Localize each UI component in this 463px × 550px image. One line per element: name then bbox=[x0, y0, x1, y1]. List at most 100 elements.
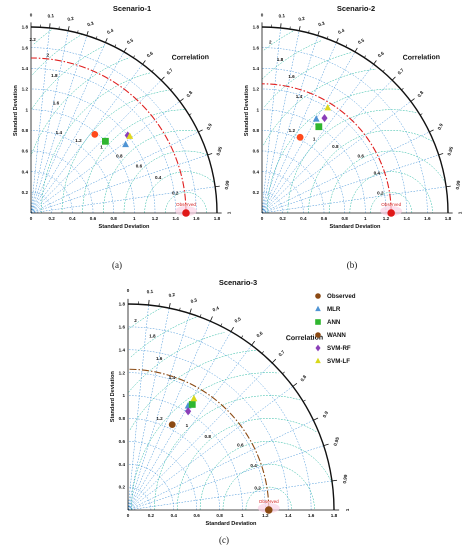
std-gridline bbox=[30, 192, 52, 214]
std-gridline bbox=[127, 463, 175, 511]
corr-tick-label: 0.4 bbox=[337, 28, 345, 35]
x-tick-label: 1 bbox=[364, 216, 367, 221]
rms-tick-label: 1.8 bbox=[149, 333, 156, 338]
point-ann bbox=[102, 137, 109, 145]
corr-tick bbox=[271, 358, 277, 364]
rms-tick-label: 1.6 bbox=[53, 100, 60, 105]
corr-gridline bbox=[127, 345, 252, 511]
rms-tick-label: 1.6 bbox=[288, 74, 295, 79]
corr-tick-label: 0.8 bbox=[300, 374, 308, 382]
corr-gridline bbox=[127, 308, 170, 511]
corr-tick-label: 0.5 bbox=[357, 37, 365, 45]
corr-gridline bbox=[127, 480, 332, 511]
x-tick-label: 1.6 bbox=[193, 216, 200, 221]
rms-tick-label: 1.6 bbox=[156, 356, 163, 361]
x-tick-label: 0 bbox=[261, 216, 264, 221]
x-tick-label: 1.4 bbox=[172, 216, 179, 221]
corr-tick-label: 0.7 bbox=[166, 67, 174, 75]
corr-gridline bbox=[127, 313, 191, 511]
legend-marker-svm-lf bbox=[315, 357, 321, 364]
corr-gridline bbox=[261, 80, 393, 214]
point-mlr bbox=[122, 140, 129, 148]
corr-minor-tick bbox=[95, 36, 98, 39]
corr-minor-tick bbox=[308, 30, 310, 33]
point-wann bbox=[168, 421, 176, 429]
x-tick-label: 1.2 bbox=[152, 216, 159, 221]
corr-gridline bbox=[261, 101, 411, 214]
y-tick-label: 1.2 bbox=[119, 370, 126, 375]
corr-tick bbox=[336, 38, 339, 43]
corr-tick bbox=[142, 60, 146, 65]
corr-tick-label: 0.95 bbox=[333, 436, 341, 446]
point-wann bbox=[296, 133, 304, 141]
x-tick-label: 0.2 bbox=[48, 216, 55, 221]
corr-tick-label: 0.95 bbox=[446, 146, 454, 156]
corr-gridline bbox=[30, 131, 199, 214]
rms-tick-label: 0.8 bbox=[116, 154, 123, 159]
corr-minor-tick bbox=[261, 351, 265, 354]
legend-marker-svm-rf bbox=[315, 344, 321, 352]
outer-axis-arc bbox=[261, 26, 449, 214]
rms-gridline bbox=[131, 372, 279, 511]
corr-gridline bbox=[261, 27, 281, 214]
rms-gridline bbox=[176, 418, 318, 511]
corr-gridline bbox=[261, 64, 374, 214]
observed-marker bbox=[264, 506, 273, 514]
rms-tick-label: 1 bbox=[100, 145, 103, 150]
corr-tick bbox=[373, 60, 377, 65]
observed-std-arc bbox=[127, 368, 270, 511]
observed-marker bbox=[387, 209, 395, 217]
corr-minor-tick bbox=[401, 88, 404, 91]
point-mlr bbox=[312, 115, 320, 122]
rms-gridline bbox=[33, 28, 53, 45]
corr-tick bbox=[230, 326, 234, 332]
rms-tick-label: 2 bbox=[269, 40, 272, 45]
x-tick-label: 1 bbox=[241, 513, 244, 518]
rms-gridline bbox=[144, 171, 215, 214]
rms-tick-label: 0.4 bbox=[155, 175, 162, 180]
correlation-label: Correlation bbox=[286, 335, 323, 343]
corr-tick-label: 0.9 bbox=[437, 122, 444, 130]
rms-tick-label: 1.4 bbox=[169, 375, 176, 380]
rms-tick-label: 1.2 bbox=[289, 128, 296, 133]
corr-gridline bbox=[30, 80, 162, 214]
x-tick-label: 0.6 bbox=[321, 216, 328, 221]
point-svm-rf bbox=[185, 407, 192, 416]
x-tick-label: 1.2 bbox=[383, 216, 390, 221]
observed-label: Observed bbox=[176, 202, 196, 207]
corr-tick-label: 0.99 bbox=[224, 180, 230, 190]
corr-tick bbox=[410, 98, 415, 102]
corr-minor-tick bbox=[302, 399, 306, 402]
legend-label-svm-lf: SVM-LF bbox=[327, 358, 350, 365]
x-tick-label: 1.4 bbox=[285, 513, 292, 518]
corr-tick-label: 0.9 bbox=[322, 410, 329, 418]
corr-tick bbox=[168, 303, 171, 309]
std-gridline bbox=[127, 418, 220, 511]
y-tick-label: 1.8 bbox=[253, 25, 260, 30]
corr-tick-label: 0.3 bbox=[87, 21, 95, 28]
x-tick-label: 1.2 bbox=[262, 513, 269, 518]
rms-gridline bbox=[128, 332, 225, 393]
x-tick-label: 1.4 bbox=[403, 216, 410, 221]
corr-tick-label: 0.5 bbox=[126, 37, 134, 45]
taylor-panel-1: Scenario-1 0.2 0.4 0.6 0.8 1 1.2 1.4 1.6 1.8 2 2.2 0… bbox=[13, 4, 232, 270]
panel-caption: (a) bbox=[112, 260, 122, 270]
corr-tick-label: 0.7 bbox=[278, 349, 286, 357]
x-tick-label: 0.8 bbox=[216, 513, 223, 518]
rms-tick-label: 1.8 bbox=[51, 73, 58, 78]
y-tick-label: 0.8 bbox=[119, 416, 126, 421]
corr-tick-label: 0.2 bbox=[168, 292, 176, 298]
corr-minor-tick bbox=[419, 113, 423, 116]
corr-tick bbox=[148, 299, 150, 306]
corr-tick bbox=[215, 185, 220, 188]
corr-tick bbox=[198, 129, 203, 133]
y-tick-label: 1 bbox=[122, 393, 125, 398]
corr-minor-tick bbox=[382, 69, 385, 72]
corr-tick bbox=[179, 98, 184, 102]
std-gridline bbox=[261, 192, 283, 214]
point-wann bbox=[91, 130, 99, 138]
corr-gridline bbox=[30, 30, 69, 214]
rms-tick-label: 0.4 bbox=[374, 170, 381, 175]
corr-tick bbox=[429, 129, 434, 133]
y-tick-label: 1.4 bbox=[253, 66, 260, 71]
